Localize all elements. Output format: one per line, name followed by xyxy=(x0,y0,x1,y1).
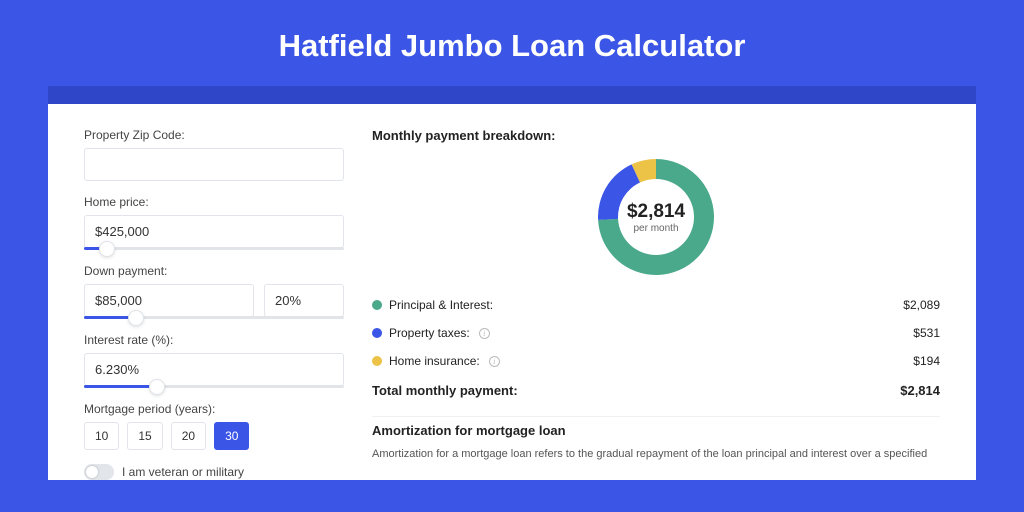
legend-dot xyxy=(372,356,382,366)
legend-row: Home insurance: i $194 xyxy=(372,347,940,375)
field-down-payment: Down payment: xyxy=(84,264,344,319)
input-down-payment-percent[interactable] xyxy=(264,284,344,317)
legend-row: Property taxes: i $531 xyxy=(372,319,940,347)
field-zip: Property Zip Code: xyxy=(84,128,344,181)
calculator-card: Property Zip Code: Home price: Down paym… xyxy=(48,104,976,480)
field-home-price: Home price: xyxy=(84,195,344,250)
period-button-15[interactable]: 15 xyxy=(127,422,162,450)
slider-thumb[interactable] xyxy=(149,379,165,395)
period-button-10[interactable]: 10 xyxy=(84,422,119,450)
toggle-knob xyxy=(86,466,98,478)
input-down-payment-amount[interactable] xyxy=(84,284,254,317)
total-amount: $2,814 xyxy=(900,383,940,398)
period-button-30[interactable]: 30 xyxy=(214,422,249,450)
period-options: 10 15 20 30 xyxy=(84,422,344,450)
total-row: Total monthly payment: $2,814 xyxy=(372,375,940,412)
donut-amount: $2,814 xyxy=(627,201,685,223)
label-home-price: Home price: xyxy=(84,195,344,209)
info-icon[interactable]: i xyxy=(479,328,490,339)
donut-center: $2,814 per month xyxy=(592,153,720,281)
donut-sub: per month xyxy=(633,223,678,234)
legend-label: Home insurance: xyxy=(389,354,480,368)
input-interest-rate[interactable] xyxy=(84,353,344,386)
payment-donut-chart: $2,814 per month xyxy=(592,153,720,281)
slider-thumb[interactable] xyxy=(99,241,115,257)
donut-wrap: $2,814 per month xyxy=(372,149,940,291)
slider-home-price[interactable] xyxy=(84,247,344,250)
legend-amount: $531 xyxy=(913,326,940,340)
slider-interest-rate[interactable] xyxy=(84,385,344,388)
amortization-title: Amortization for mortgage loan xyxy=(372,423,940,438)
legend-row: Principal & Interest: $2,089 xyxy=(372,291,940,319)
legend-label: Principal & Interest: xyxy=(389,298,493,312)
period-button-20[interactable]: 20 xyxy=(171,422,206,450)
info-icon[interactable]: i xyxy=(489,356,500,367)
legend: Principal & Interest: $2,089 Property taxe… xyxy=(372,291,940,375)
legend-dot xyxy=(372,300,382,310)
field-mortgage-period: Mortgage period (years): 10 15 20 30 xyxy=(84,402,344,450)
input-zip[interactable] xyxy=(84,148,344,181)
page-title: Hatfield Jumbo Loan Calculator xyxy=(0,0,1024,86)
legend-dot xyxy=(372,328,382,338)
legend-label: Property taxes: xyxy=(389,326,470,340)
slider-down-payment[interactable] xyxy=(84,316,344,319)
label-veteran: I am veteran or military xyxy=(122,465,244,479)
label-down-payment: Down payment: xyxy=(84,264,344,278)
amortization-text: Amortization for a mortgage loan refers … xyxy=(372,446,940,463)
legend-amount: $194 xyxy=(913,354,940,368)
breakdown-panel: Monthly payment breakdown: $2,814 per mo… xyxy=(372,128,940,480)
label-mortgage-period: Mortgage period (years): xyxy=(84,402,344,416)
slider-thumb[interactable] xyxy=(128,310,144,326)
card-shadow-strip xyxy=(48,86,976,104)
label-zip: Property Zip Code: xyxy=(84,128,344,142)
input-home-price[interactable] xyxy=(84,215,344,248)
divider xyxy=(372,416,940,417)
form-panel: Property Zip Code: Home price: Down paym… xyxy=(84,128,344,480)
breakdown-title: Monthly payment breakdown: xyxy=(372,128,940,143)
total-label: Total monthly payment: xyxy=(372,383,518,398)
legend-amount: $2,089 xyxy=(903,298,940,312)
toggle-veteran[interactable] xyxy=(84,464,114,480)
label-interest-rate: Interest rate (%): xyxy=(84,333,344,347)
field-interest-rate: Interest rate (%): xyxy=(84,333,344,388)
field-veteran: I am veteran or military xyxy=(84,464,344,480)
